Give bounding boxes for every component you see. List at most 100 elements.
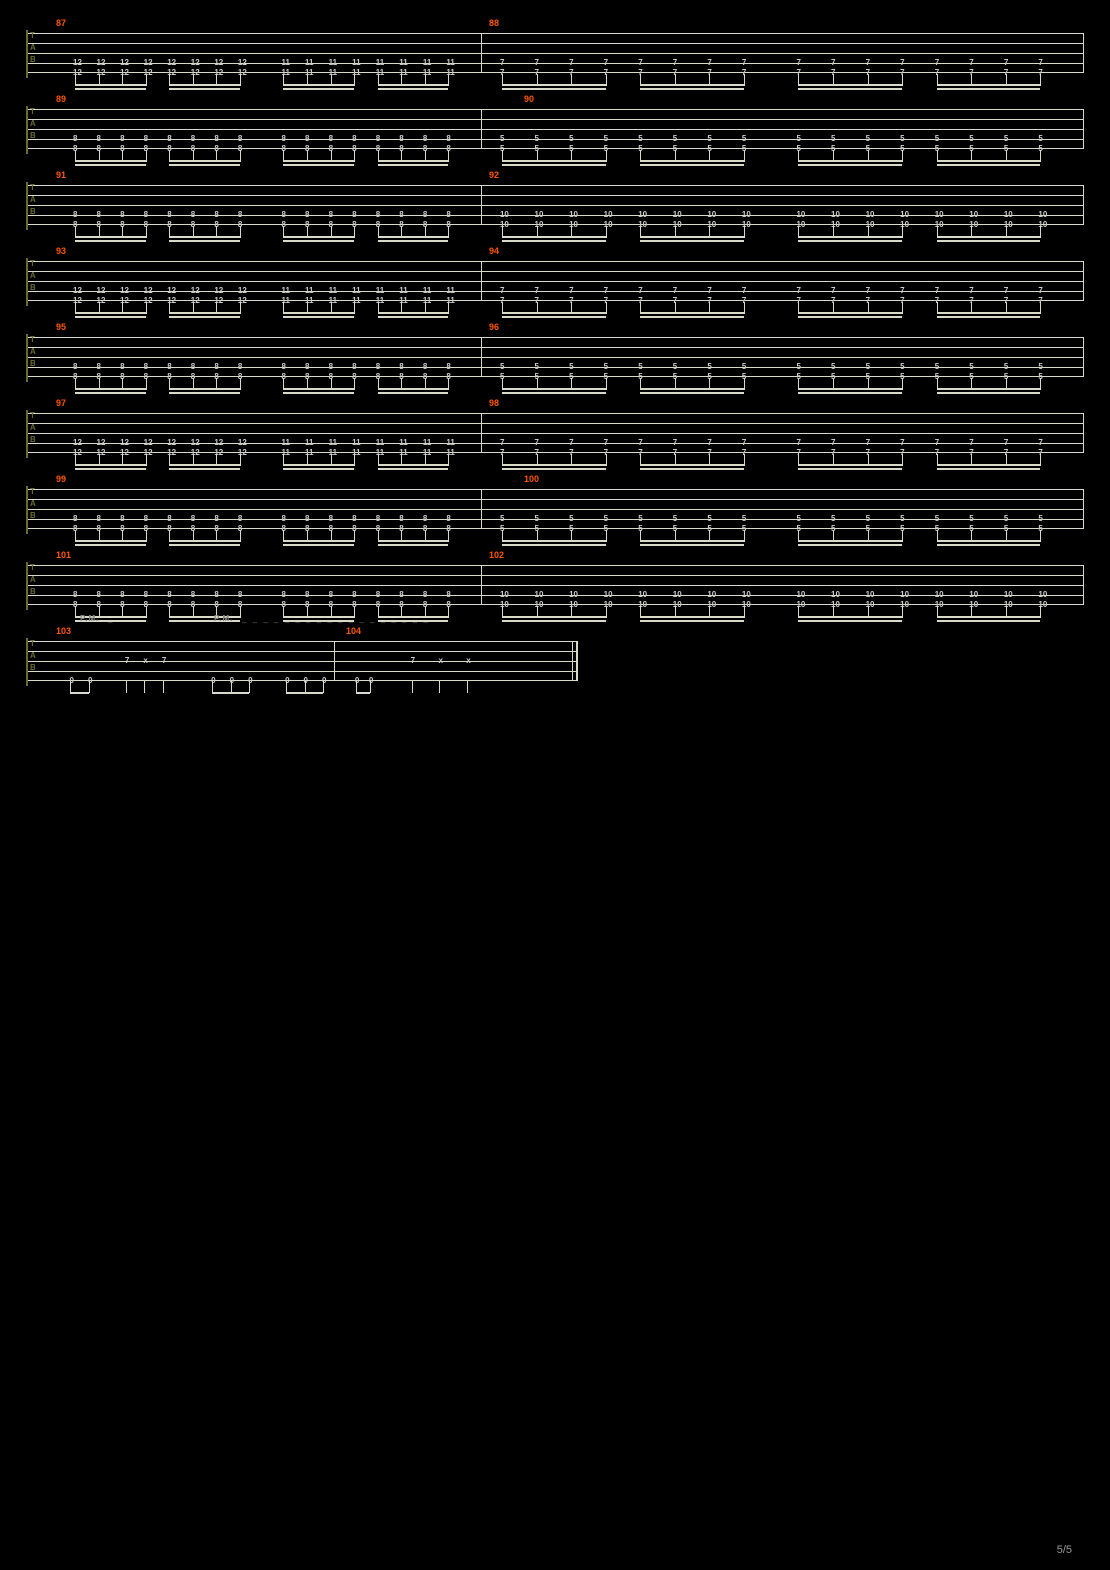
tab-clef-letter: B bbox=[30, 130, 36, 142]
beam bbox=[502, 620, 606, 622]
note-stem bbox=[902, 530, 903, 542]
fret-number: 12 bbox=[190, 59, 201, 67]
fret-number: 8 bbox=[280, 135, 286, 143]
fret-number: 8 bbox=[280, 515, 286, 523]
beam bbox=[640, 316, 744, 318]
beam bbox=[75, 464, 146, 466]
beam bbox=[937, 388, 1041, 390]
beam bbox=[502, 316, 606, 318]
note-stem bbox=[448, 302, 449, 314]
fret-number: 10 bbox=[1037, 591, 1048, 599]
beam bbox=[283, 464, 354, 466]
fret-number: 8 bbox=[72, 135, 78, 143]
fret-number: 11 bbox=[445, 297, 455, 305]
beam bbox=[798, 312, 902, 314]
fret-number: 11 bbox=[375, 297, 385, 305]
staff-line bbox=[28, 509, 1084, 510]
fret-number: 8 bbox=[237, 591, 243, 599]
staff-line bbox=[28, 129, 1084, 130]
beam bbox=[169, 388, 240, 390]
fret-number: 7 bbox=[968, 439, 974, 447]
note-stem bbox=[744, 530, 745, 542]
barline bbox=[1083, 337, 1084, 377]
staff-line bbox=[28, 215, 1084, 216]
staff-line bbox=[28, 33, 1084, 34]
fret-number: 12 bbox=[119, 449, 130, 457]
fret-number: 8 bbox=[190, 363, 196, 371]
beam bbox=[169, 88, 240, 90]
beam bbox=[640, 464, 744, 466]
fret-number: 8 bbox=[190, 515, 196, 523]
beam bbox=[75, 160, 146, 162]
measure-number: 87 bbox=[56, 18, 66, 28]
fret-number: 5 bbox=[706, 135, 712, 143]
note-stem bbox=[240, 150, 241, 162]
beam bbox=[75, 388, 146, 390]
beam bbox=[378, 316, 449, 318]
beam bbox=[502, 164, 606, 166]
fret-number: 11 bbox=[280, 287, 290, 295]
fret-number: 10 bbox=[830, 591, 841, 599]
fret-number: 11 bbox=[398, 439, 408, 447]
staff-line bbox=[28, 528, 1084, 529]
fret-number: 8 bbox=[328, 591, 334, 599]
fret-number: 12 bbox=[119, 287, 130, 295]
fret-number: 8 bbox=[445, 591, 451, 599]
fret-number: 8 bbox=[166, 515, 172, 523]
fret-number: 7 bbox=[795, 287, 801, 295]
note-stem bbox=[744, 606, 745, 618]
note-stem bbox=[902, 226, 903, 238]
fret-number: 12 bbox=[72, 287, 83, 295]
measure-number: 91 bbox=[56, 170, 66, 180]
fret-number: 8 bbox=[143, 515, 149, 523]
tab-clef-letter: B bbox=[30, 586, 36, 598]
tab-clef-letter: A bbox=[30, 498, 36, 510]
staff: TAB8888888888888888888888888888888810101… bbox=[26, 562, 1084, 610]
tab-clef-letter: A bbox=[30, 422, 36, 434]
beam bbox=[283, 468, 354, 470]
beam bbox=[378, 164, 449, 166]
note-stem bbox=[1040, 606, 1041, 618]
fret-number: 10 bbox=[795, 211, 806, 219]
fret-number: 7 bbox=[899, 59, 905, 67]
note-stem bbox=[370, 681, 371, 693]
fret-number: 11 bbox=[304, 449, 314, 457]
fret-number: 7 bbox=[1003, 287, 1009, 295]
note-stem bbox=[354, 302, 355, 314]
fret-number: 10 bbox=[830, 221, 841, 229]
fret-number: 10 bbox=[741, 221, 752, 229]
staff-line bbox=[28, 281, 1084, 282]
fret-number: 12 bbox=[237, 69, 248, 77]
fret-number: 12 bbox=[237, 59, 248, 67]
fret-number: 11 bbox=[398, 69, 408, 77]
fret-number: 7 bbox=[1003, 59, 1009, 67]
fret-number: 10 bbox=[741, 591, 752, 599]
tab-clef-letter: T bbox=[30, 410, 36, 422]
fret-number: 5 bbox=[1037, 515, 1043, 523]
note-stem bbox=[1040, 74, 1041, 86]
fret-number: 8 bbox=[398, 211, 404, 219]
fret-number: 10 bbox=[568, 211, 579, 219]
note-stem bbox=[354, 530, 355, 542]
beam bbox=[640, 468, 744, 470]
fret-number: 10 bbox=[568, 591, 579, 599]
fret-number: 7 bbox=[568, 287, 574, 295]
fret-number: 11 bbox=[328, 297, 338, 305]
staff-line bbox=[28, 357, 1084, 358]
barline bbox=[481, 337, 482, 377]
note-stem bbox=[744, 454, 745, 466]
fret-number: 8 bbox=[375, 135, 381, 143]
fret-number: 10 bbox=[1003, 601, 1014, 609]
staff-line bbox=[28, 452, 1084, 453]
fret-number: 5 bbox=[499, 363, 505, 371]
fret-number: 8 bbox=[280, 211, 286, 219]
beam bbox=[356, 692, 370, 694]
fret-number: 12 bbox=[96, 297, 107, 305]
beam bbox=[937, 160, 1041, 162]
system-bracket bbox=[26, 106, 28, 154]
fret-number: 10 bbox=[499, 591, 510, 599]
barline bbox=[1083, 413, 1084, 453]
note-stem bbox=[902, 150, 903, 162]
fret-number: 5 bbox=[637, 515, 643, 523]
note-stem bbox=[240, 226, 241, 238]
